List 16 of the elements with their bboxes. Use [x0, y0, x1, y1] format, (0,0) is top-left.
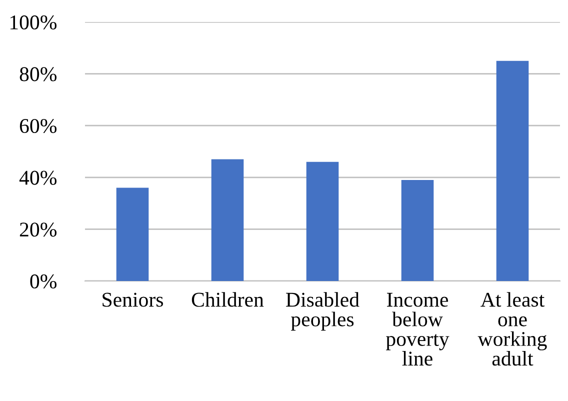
y-tick-label: 40%	[19, 170, 57, 185]
y-tick-label: 20%	[20, 222, 57, 237]
bar	[306, 162, 339, 281]
y-tick-label: 100%	[10, 15, 57, 30]
bar	[496, 60, 529, 281]
bar	[401, 180, 434, 281]
bar	[116, 188, 149, 281]
x-tick-label: Disabled peoples	[286, 292, 360, 331]
x-tick-label: Children	[192, 292, 264, 307]
bar	[211, 159, 244, 281]
x-tick-label: Seniors	[102, 292, 163, 307]
x-tick-label: At least one working adult	[478, 292, 547, 366]
y-tick-label: 80%	[20, 67, 57, 82]
y-tick-label: 0%	[30, 274, 57, 288]
y-tick-label: 60%	[20, 118, 57, 134]
x-tick-label: Income below poverty line	[386, 292, 450, 366]
